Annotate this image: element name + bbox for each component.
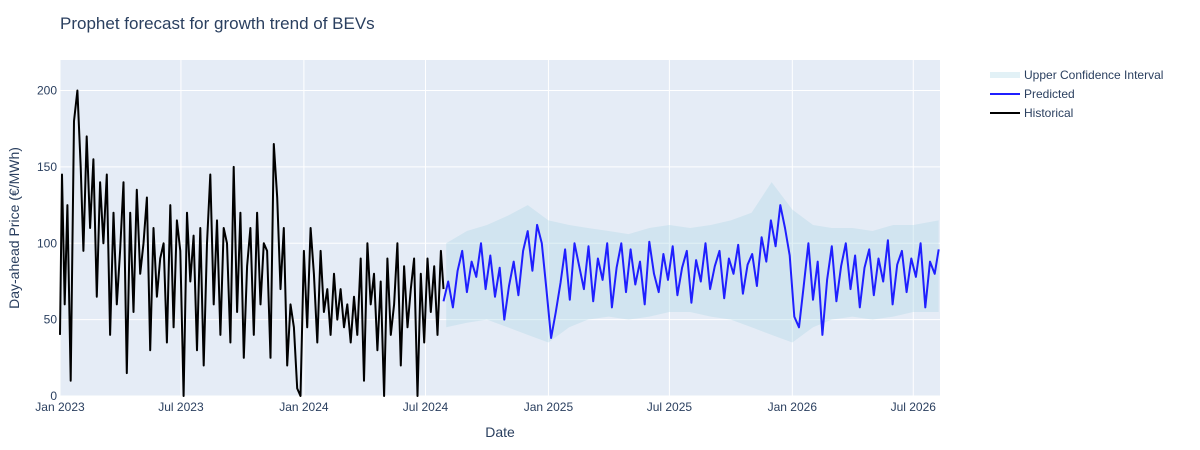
grid-lines — [59, 60, 940, 397]
y-tick-label: 50 — [44, 313, 58, 327]
y-axis-ticks: 0 50 100 150 200 — [37, 84, 57, 403]
x-tick-label: Jul 2023 — [158, 400, 204, 414]
predicted-series-line — [442, 204, 940, 339]
y-tick-label: 200 — [37, 84, 57, 98]
legend-label: Historical — [1024, 106, 1073, 120]
y-tick-label: 100 — [37, 236, 57, 250]
chart-title: Prophet forecast for growth trend of BEV… — [60, 14, 375, 33]
legend-item-historical[interactable]: Historical — [990, 106, 1073, 120]
legend-swatch — [990, 72, 1020, 78]
plot-area — [60, 60, 940, 396]
x-tick-label: Jul 2026 — [891, 400, 937, 414]
x-tick-label: Jan 2025 — [524, 400, 574, 414]
x-tick-label: Jan 2024 — [279, 400, 329, 414]
legend-label: Upper Confidence Interval — [1024, 68, 1163, 82]
legend-item-predicted[interactable]: Predicted — [990, 87, 1075, 101]
x-axis-ticks: Jan 2023 Jul 2023 Jan 2024 Jul 2024 Jan 2025… — [35, 400, 936, 414]
x-tick-label: Jul 2025 — [647, 400, 693, 414]
legend-label: Predicted — [1024, 87, 1075, 101]
x-tick-label: Jul 2024 — [403, 400, 449, 414]
series-lines — [59, 89, 940, 397]
x-tick-label: Jan 2026 — [768, 400, 818, 414]
historical-series-line — [59, 89, 445, 397]
confidence-band-area — [446, 182, 939, 343]
legend-item-upper-confidence-interval[interactable]: Upper Confidence Interval — [990, 68, 1163, 82]
legend[interactable]: Upper Confidence Interval Predicted Histor… — [990, 68, 1163, 120]
confidence-band — [446, 182, 939, 343]
y-tick-label: 150 — [37, 160, 57, 174]
x-tick-label: Jan 2023 — [35, 400, 85, 414]
y-axis-title: Day-ahead Price (€/MWh) — [6, 147, 22, 309]
y-tick-label: 0 — [50, 389, 57, 403]
x-axis-title: Date — [485, 424, 515, 440]
